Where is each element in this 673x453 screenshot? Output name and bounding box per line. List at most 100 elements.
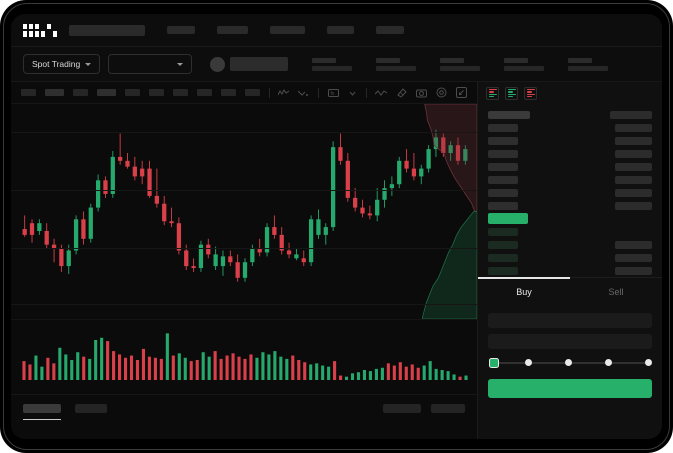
volume-histogram[interactable] — [11, 319, 477, 394]
chart-tool-block-4[interactable] — [97, 89, 116, 96]
chart-tool-block-3[interactable] — [73, 89, 88, 96]
trading-mode-dropdown[interactable]: Spot Trading — [23, 54, 101, 74]
stat-1-label — [312, 57, 337, 63]
orderbook-ask-row-5-amount — [615, 175, 652, 184]
orderbook-bid-row-1-amount — [615, 228, 652, 236]
tab-sell[interactable]: Sell — [608, 286, 624, 297]
orderbook-bid-row-1-price — [488, 227, 518, 236]
camera-icon[interactable] — [415, 88, 427, 98]
compare-icon[interactable] — [298, 89, 309, 97]
chart-tool-block-5[interactable] — [125, 89, 140, 96]
orderbook-bid-row-1[interactable] — [488, 225, 652, 238]
ob-mode-bar — [526, 95, 533, 97]
stat-4 — [504, 57, 545, 71]
ob-mode-bids[interactable] — [505, 86, 518, 100]
bottom-right-tab-1[interactable] — [383, 404, 421, 413]
chart-tool-block-6[interactable] — [149, 89, 164, 96]
fullscreen-icon[interactable] — [455, 87, 467, 98]
market-stats — [288, 57, 609, 71]
ob-mode-bar — [526, 89, 535, 91]
nav-items — [167, 26, 426, 34]
orderbook-bid-row-2-amount — [615, 240, 652, 249]
slider-handle[interactable] — [489, 357, 499, 368]
main-body: fx — [11, 82, 662, 439]
chart-tool-block-9[interactable] — [221, 89, 236, 96]
nav-item-2[interactable] — [217, 26, 248, 34]
slider-dot-25[interactable] — [525, 359, 532, 366]
ob-mode-bar — [488, 93, 497, 95]
orderbook-ask-row-7[interactable] — [488, 199, 652, 212]
ob-mode-bar — [507, 91, 514, 93]
orderbook-current-price-row[interactable] — [488, 212, 652, 225]
chart-tool-block-10[interactable] — [245, 89, 260, 96]
orderbook-bid-row-4-amount — [615, 266, 652, 275]
chart-tool-block-7[interactable] — [173, 89, 188, 96]
orderbook-bid-row-3[interactable] — [488, 251, 652, 264]
line-chart-icon[interactable] — [374, 89, 387, 97]
template-icon[interactable]: fx — [327, 88, 339, 97]
orderbook-ask-row-3[interactable] — [488, 147, 652, 160]
orderbook-header-row[interactable] — [488, 108, 652, 121]
tab-buy[interactable]: Buy — [478, 277, 570, 305]
orderbook-header-row-amount — [610, 110, 652, 119]
chart-tool-block-8[interactable] — [197, 89, 212, 96]
chart-tool-block-1[interactable] — [21, 89, 36, 96]
slider-dot-100[interactable] — [645, 359, 652, 366]
stat-4-label — [504, 57, 529, 63]
trading-mode-label: Spot Trading — [32, 59, 81, 69]
ob-mode-both[interactable] — [486, 86, 499, 100]
amount-slider[interactable] — [489, 355, 652, 371]
orderbook-bid-row-4[interactable] — [488, 264, 652, 277]
bottom-tabs-right — [383, 404, 465, 413]
chevron-down-icon — [85, 62, 92, 66]
search-input[interactable] — [69, 24, 145, 36]
orderbook-ask-row-3-price — [488, 149, 518, 158]
eraser-icon[interactable] — [396, 87, 407, 98]
chart-gridline-3 — [11, 248, 477, 250]
orderbook-ask-row-4[interactable] — [488, 160, 652, 173]
candlestick-chart[interactable] — [11, 104, 477, 319]
nav-item-3[interactable] — [270, 26, 305, 34]
bottom-tab-2[interactable] — [75, 404, 107, 413]
chevron-down-icon — [177, 62, 184, 66]
orderbook-ask-row-4-price — [488, 162, 518, 171]
orderbook-ask-row-1-price — [488, 123, 518, 132]
orderbook-ask-row-5[interactable] — [488, 173, 652, 186]
orderbook-mode-toggles — [478, 82, 662, 104]
orderbook-bid-row-2[interactable] — [488, 238, 652, 251]
orderbook-panel: Buy Sell — [477, 82, 662, 439]
chart-toolbar: fx — [11, 82, 477, 104]
slider-dot-75[interactable] — [605, 359, 612, 366]
nav-item-1[interactable] — [167, 26, 195, 34]
okx-logo[interactable] — [23, 23, 57, 37]
avatar[interactable] — [210, 56, 226, 72]
ob-mode-bar — [488, 91, 495, 93]
chevron-down-icon[interactable] — [348, 89, 357, 97]
slider-dot-50[interactable] — [565, 359, 572, 366]
orderbook-ask-row-2[interactable] — [488, 134, 652, 147]
orderbook-current-price-row-amount — [615, 215, 652, 223]
bottom-right-tab-2[interactable] — [431, 404, 465, 413]
orderbook-ask-row-1[interactable] — [488, 121, 652, 134]
nav-item-4[interactable] — [327, 26, 354, 34]
pair-select-dropdown[interactable] — [108, 54, 193, 74]
screen: Spot Trading — [11, 14, 662, 439]
stat-5-label — [568, 57, 593, 63]
orderbook-ask-row-7-amount — [615, 201, 652, 210]
ob-mode-bar — [507, 93, 516, 95]
orderbook-rows[interactable] — [478, 104, 662, 277]
amount-field[interactable] — [488, 334, 652, 349]
price-field[interactable] — [488, 313, 652, 328]
chart-tool-block-2[interactable] — [45, 89, 64, 96]
stat-3-value — [440, 65, 481, 71]
orderbook-ask-row-6[interactable] — [488, 186, 652, 199]
ob-mode-asks[interactable] — [524, 86, 537, 100]
settings-icon[interactable] — [436, 87, 447, 98]
submit-order-button[interactable] — [488, 379, 652, 398]
indicator-icon[interactable] — [278, 88, 290, 97]
bottom-tab-1[interactable] — [23, 404, 61, 420]
stat-2-value — [376, 65, 417, 71]
nav-item-5[interactable] — [376, 26, 404, 34]
candlestick-series — [22, 129, 468, 282]
